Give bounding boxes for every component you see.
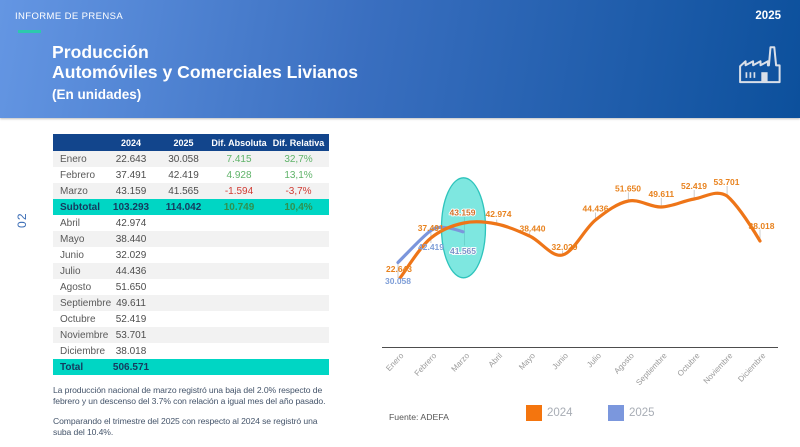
svg-text:Noviembre: Noviembre	[702, 351, 735, 386]
svg-text:51.650: 51.650	[615, 184, 641, 194]
svg-text:32.029: 32.029	[552, 242, 578, 252]
svg-text:22.643: 22.643	[386, 264, 412, 274]
svg-text:Marzo: Marzo	[450, 351, 472, 374]
svg-text:Agosto: Agosto	[612, 351, 636, 376]
svg-text:Julio: Julio	[585, 351, 603, 370]
svg-text:49.611: 49.611	[649, 189, 675, 199]
svg-text:43.159: 43.159	[450, 208, 476, 218]
svg-text:Octubre: Octubre	[676, 351, 702, 378]
svg-text:Junio: Junio	[550, 351, 570, 372]
svg-text:52.419: 52.419	[681, 181, 707, 191]
svg-text:41.565: 41.565	[450, 246, 476, 256]
svg-text:37.491: 37.491	[418, 223, 444, 233]
svg-text:Abril: Abril	[487, 351, 505, 369]
svg-text:Febrero: Febrero	[413, 351, 439, 378]
svg-text:Enero: Enero	[384, 351, 406, 373]
svg-text:Mayo: Mayo	[517, 351, 537, 372]
svg-text:53.701: 53.701	[714, 177, 740, 187]
svg-text:42.974: 42.974	[486, 209, 512, 219]
svg-text:38.440: 38.440	[520, 224, 546, 234]
svg-text:30.058: 30.058	[385, 276, 411, 286]
svg-text:38.018: 38.018	[749, 221, 775, 231]
svg-text:42.419: 42.419	[418, 242, 444, 252]
svg-text:Diciembre: Diciembre	[736, 351, 768, 384]
svg-text:44.436: 44.436	[583, 204, 609, 214]
svg-text:Septiembre: Septiembre	[634, 351, 669, 387]
